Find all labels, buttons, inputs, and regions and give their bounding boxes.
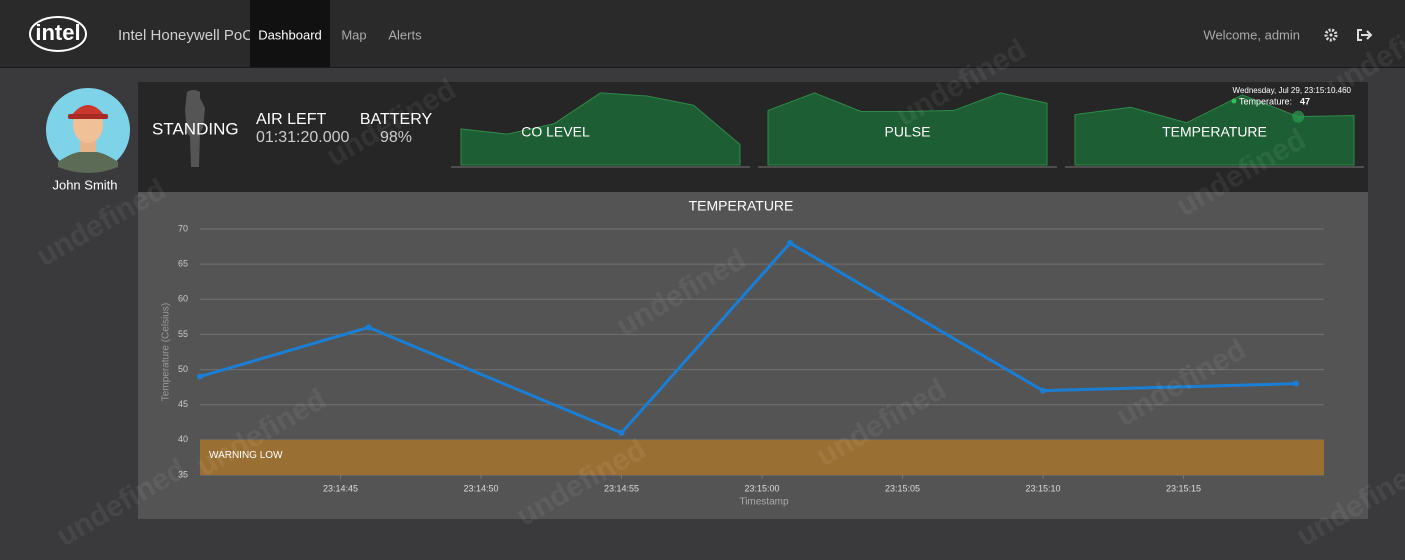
x-tick-label: 23:15:10	[1025, 483, 1060, 493]
navbar-border	[0, 67, 1405, 68]
x-tick-label: 23:14:45	[323, 483, 358, 493]
sparkline-title: TEMPERATURE	[1162, 124, 1267, 140]
posture: STANDING	[152, 119, 239, 138]
y-tick-label: 60	[178, 294, 188, 304]
tooltip-dot	[1232, 99, 1237, 104]
x-tick-label: 23:15:15	[1166, 483, 1201, 493]
y-tick-label: 55	[178, 329, 188, 339]
y-tick-label: 45	[178, 399, 188, 409]
profile-name: John Smith	[52, 177, 117, 192]
tooltip-value: 47	[1300, 96, 1310, 106]
nav-tab[interactable]: Dashboard	[258, 27, 322, 42]
y-tick-label: 65	[178, 259, 188, 269]
x-axis-label: Timestamp	[739, 497, 789, 508]
logo[interactable]: intel	[35, 20, 80, 45]
point	[1293, 381, 1299, 387]
y-axis-label: Temperature (Celsius)	[161, 303, 172, 401]
tooltip-label: Temperature:	[1239, 96, 1292, 106]
point	[366, 324, 372, 330]
air-left-label: AIR LEFT	[256, 111, 326, 128]
warning-band	[200, 440, 1324, 475]
x-tick-label: 23:14:50	[463, 483, 498, 493]
y-tick-label: 40	[178, 434, 188, 444]
y-tick-label: 70	[178, 223, 188, 233]
y-tick-label: 50	[178, 364, 188, 374]
sparkline-highlight	[1292, 111, 1304, 123]
brand[interactable]: Intel Honeywell PoC	[118, 27, 253, 44]
nav-tab[interactable]: Alerts	[388, 27, 422, 42]
point	[787, 240, 793, 246]
dashboard: intel Intel Honeywell PoC Dashboard Map …	[0, 0, 1405, 560]
chart-title: TEMPERATURE	[689, 198, 794, 214]
page: intel Intel Honeywell PoC Dashboard Map …	[0, 0, 1405, 560]
nav-tab[interactable]: Map	[341, 27, 366, 42]
sparkline-title: CO LEVEL	[521, 124, 590, 140]
point	[197, 374, 203, 380]
point	[1040, 388, 1046, 394]
avatar	[46, 88, 130, 173]
point	[619, 430, 625, 436]
welcome: Welcome, admin	[1203, 27, 1300, 42]
x-tick-label: 23:15:05	[885, 483, 920, 493]
x-tick-label: 23:15:00	[744, 483, 779, 493]
